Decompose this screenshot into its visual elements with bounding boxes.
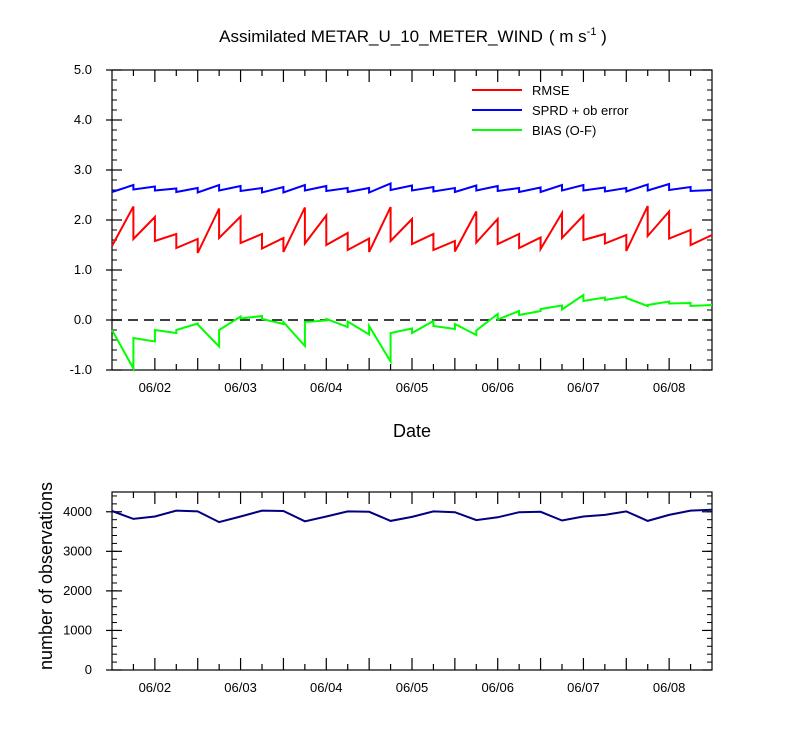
chart-title: Assimilated METAR_U_10_METER_WIND( m s-1… bbox=[219, 26, 607, 46]
series-line-0 bbox=[111, 205, 713, 254]
x-axis-label: Date bbox=[393, 421, 431, 441]
series-line-2 bbox=[111, 293, 713, 373]
y-tick-label-top: -1.0 bbox=[70, 362, 92, 377]
x-tick-label-top: 06/02 bbox=[139, 380, 172, 395]
y-tick-label-top: 5.0 bbox=[74, 62, 92, 77]
y-tick-label-top: 0.0 bbox=[74, 312, 92, 327]
y-tick-label-top: 2.0 bbox=[74, 212, 92, 227]
y-axis-label-observations: number of observations bbox=[36, 482, 56, 670]
y-tick-label-bottom: 2000 bbox=[63, 583, 92, 598]
x-tick-label-bottom: 06/03 bbox=[224, 680, 257, 695]
x-tick-label-top: 06/03 bbox=[224, 380, 257, 395]
legend: RMSE SPRD + ob error BIAS (O-F) bbox=[472, 83, 629, 138]
x-tick-label-top: 06/05 bbox=[396, 380, 429, 395]
x-tick-label-top: 06/08 bbox=[653, 380, 686, 395]
x-tick-label-top: 06/06 bbox=[481, 380, 514, 395]
x-tick-label-bottom: 06/07 bbox=[567, 680, 600, 695]
y-tick-label-top: 4.0 bbox=[74, 112, 92, 127]
observations-line bbox=[111, 508, 713, 524]
y-tick-label-top: 3.0 bbox=[74, 162, 92, 177]
legend-label: SPRD + ob error bbox=[532, 103, 629, 118]
legend-label: BIAS (O-F) bbox=[532, 123, 596, 138]
y-tick-label-bottom: 1000 bbox=[63, 622, 92, 637]
x-tick-label-top: 06/04 bbox=[310, 380, 343, 395]
y-tick-label-bottom: 3000 bbox=[63, 543, 92, 558]
x-tick-label-bottom: 06/02 bbox=[139, 680, 172, 695]
y-tick-label-top: 1.0 bbox=[74, 262, 92, 277]
x-tick-label-bottom: 06/05 bbox=[396, 680, 429, 695]
x-tick-label-bottom: 06/06 bbox=[481, 680, 514, 695]
y-tick-label-bottom: 0 bbox=[85, 662, 92, 677]
y-tick-label-bottom: 4000 bbox=[63, 504, 92, 519]
observations-panel: 06/02 06/03 06/04 06/05 06/06 06/07 06/08 0 1000… bbox=[63, 491, 713, 695]
plot-frame-bottom bbox=[111, 491, 713, 671]
x-tick-label-bottom: 06/04 bbox=[310, 680, 343, 695]
series-line-1 bbox=[111, 181, 713, 195]
main-panel: 06/02 06/03 06/04 06/05 06/06 06/07 06/08 -1.0 0… bbox=[70, 62, 713, 395]
legend-label: RMSE bbox=[532, 83, 570, 98]
x-tick-label-bottom: 06/08 bbox=[653, 680, 686, 695]
x-tick-label-top: 06/07 bbox=[567, 380, 600, 395]
